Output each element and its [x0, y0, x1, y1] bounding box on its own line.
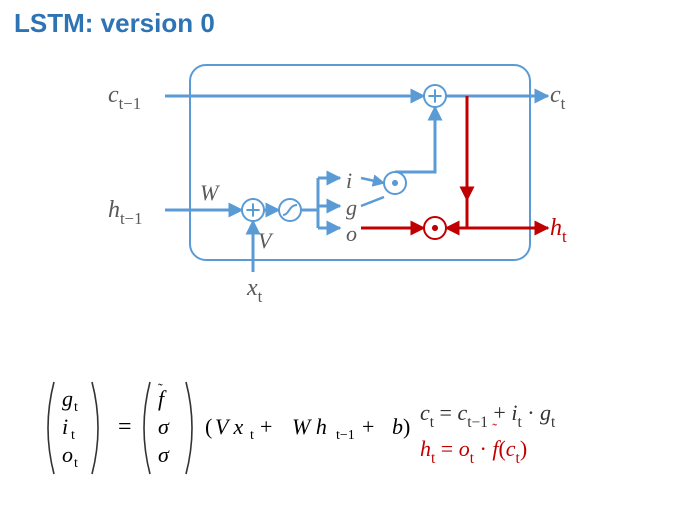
svg-text:i: i: [62, 414, 68, 439]
svg-text:(: (: [205, 414, 212, 439]
label-c-prev: ct−1: [108, 82, 141, 113]
label-g: g: [346, 195, 357, 221]
svg-text:+: +: [260, 414, 272, 439]
label-x-t: xt: [247, 275, 262, 306]
svg-text:): ): [403, 414, 410, 439]
equation-c: ct = ct−1 + it · gt: [420, 400, 555, 430]
label-c-curr: ct: [550, 82, 565, 113]
svg-text:t: t: [74, 456, 78, 471]
equation-h: ht = ot · f˜(ct): [420, 436, 527, 466]
svg-text:W h: W h: [292, 414, 327, 439]
svg-text:=: =: [118, 414, 132, 440]
label-h-curr: ht: [550, 215, 567, 246]
svg-text:t: t: [250, 428, 254, 443]
svg-text:o: o: [62, 442, 73, 467]
svg-text:t−1: t−1: [336, 428, 355, 443]
svg-text:t: t: [71, 428, 75, 443]
svg-text:+: +: [362, 414, 374, 439]
svg-text:σ: σ: [158, 414, 170, 439]
svg-text:V x: V x: [215, 414, 244, 439]
svg-text:g: g: [62, 386, 73, 411]
svg-text:b: b: [392, 414, 403, 439]
svg-text:˜: ˜: [158, 382, 163, 397]
equation-vector: g t i t o t = f ˜ σ σ ( V x t + W h t−1 …: [40, 378, 420, 484]
label-i: i: [346, 168, 352, 194]
svg-text:σ: σ: [158, 442, 170, 467]
svg-text:t: t: [74, 400, 78, 415]
label-W: W: [200, 180, 218, 206]
label-V: V: [258, 228, 271, 254]
label-h-prev: ht−1: [108, 197, 143, 228]
label-o: o: [346, 221, 357, 247]
slide-title: LSTM: version 0: [14, 8, 215, 39]
